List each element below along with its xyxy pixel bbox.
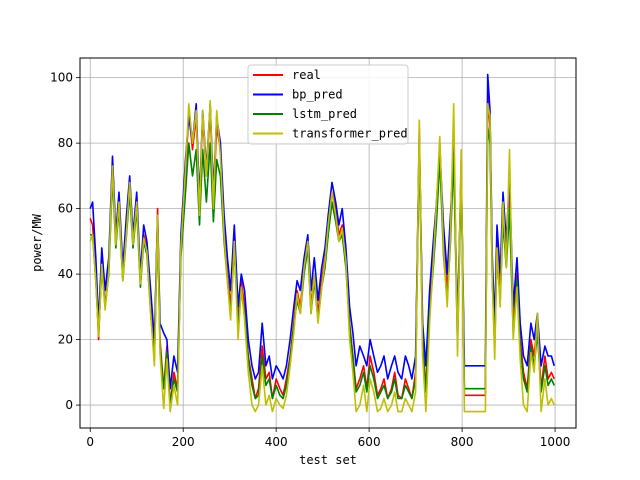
x-axis-label: test set (299, 453, 357, 467)
y-tick-label: 20 (58, 333, 73, 347)
series-line-bp-pred (89, 73, 555, 390)
legend-label: bp_pred (292, 88, 343, 102)
legend-box (247, 64, 409, 145)
legend: real bp_pred lstm_pred transformer_pred (247, 64, 409, 145)
x-tick-label: 600 (358, 435, 381, 449)
plot-frame (79, 57, 577, 429)
series-line-transformer-pred (89, 99, 555, 413)
legend-label: lstm_pred (292, 107, 357, 121)
x-tick-label: 400 (265, 435, 288, 449)
y-tick-label: 100 (50, 71, 73, 85)
y-tick-label: 60 (58, 202, 73, 216)
legend-item-bp-pred: bp_pred (253, 88, 343, 102)
x-tick-label: 1000 (540, 435, 571, 449)
x-tick-label: 0 (86, 435, 94, 449)
legend-item-lstm-pred: lstm_pred (253, 107, 357, 121)
x-tick-label: 200 (172, 435, 195, 449)
x-tick-label: 800 (451, 435, 474, 449)
y-tick-label: 80 (58, 136, 73, 150)
y-tick-label: 0 (65, 398, 73, 412)
legend-item-real: real (253, 68, 321, 82)
y-axis-label: power/MW (30, 213, 44, 272)
legend-label: transformer_pred (292, 127, 408, 141)
legend-label: real (292, 68, 321, 82)
x-axis-ticks: 0 200 400 600 800 1000 (86, 428, 570, 449)
y-axis-ticks: 0 20 40 60 80 100 (50, 71, 80, 412)
series-lines (89, 73, 555, 413)
legend-item-transformer-pred: transformer_pred (253, 127, 408, 141)
y-tick-label: 40 (58, 267, 73, 281)
